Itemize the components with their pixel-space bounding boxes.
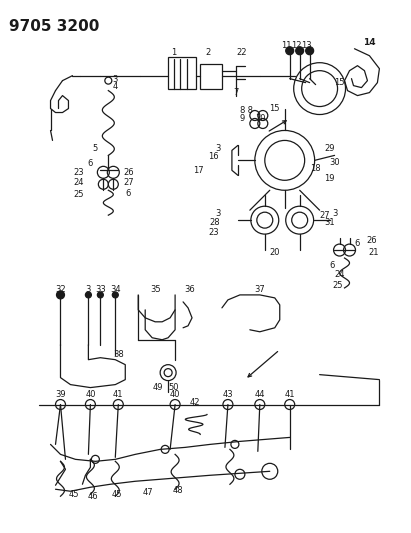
Text: 45: 45 xyxy=(112,490,122,499)
Text: 30: 30 xyxy=(329,158,340,167)
Circle shape xyxy=(85,292,91,298)
Text: 3: 3 xyxy=(215,144,221,153)
Text: 36: 36 xyxy=(185,285,195,294)
Text: 3: 3 xyxy=(215,209,221,217)
Text: 40: 40 xyxy=(170,390,180,399)
Text: 17: 17 xyxy=(193,166,203,175)
Text: 18: 18 xyxy=(309,164,320,173)
Text: 29: 29 xyxy=(324,144,335,153)
Text: 25: 25 xyxy=(332,281,343,290)
Text: 8: 8 xyxy=(245,106,253,115)
Text: 43: 43 xyxy=(223,390,233,399)
Text: 42: 42 xyxy=(190,398,200,407)
Text: 12: 12 xyxy=(291,41,302,50)
Text: 26: 26 xyxy=(123,168,134,177)
Text: 34: 34 xyxy=(110,285,120,294)
Text: 10: 10 xyxy=(255,114,266,123)
Text: 35: 35 xyxy=(150,285,160,294)
Text: 20: 20 xyxy=(270,247,280,256)
Text: 27: 27 xyxy=(123,178,134,187)
Text: 31: 31 xyxy=(324,217,335,227)
Text: 6: 6 xyxy=(355,239,360,248)
Text: 38: 38 xyxy=(113,350,124,359)
Text: 2: 2 xyxy=(206,48,210,57)
Text: 26: 26 xyxy=(366,236,377,245)
Text: 1: 1 xyxy=(171,48,177,57)
Text: 9705 3200: 9705 3200 xyxy=(9,19,99,34)
Circle shape xyxy=(56,291,65,299)
Text: 23: 23 xyxy=(209,228,219,237)
Text: 46: 46 xyxy=(88,492,99,500)
Text: 7: 7 xyxy=(233,88,238,97)
Text: 23: 23 xyxy=(73,168,84,177)
Text: 6: 6 xyxy=(88,159,93,168)
Circle shape xyxy=(112,292,118,298)
Text: 41: 41 xyxy=(113,390,124,399)
FancyBboxPatch shape xyxy=(168,56,196,88)
Text: 3: 3 xyxy=(86,285,91,294)
Circle shape xyxy=(296,47,304,55)
Text: 44: 44 xyxy=(254,390,265,399)
Circle shape xyxy=(97,292,103,298)
Text: 47: 47 xyxy=(143,488,153,497)
Text: 4: 4 xyxy=(112,82,118,91)
Text: 39: 39 xyxy=(55,390,66,399)
Text: 27: 27 xyxy=(319,211,330,220)
Text: 45: 45 xyxy=(68,490,79,499)
Text: 3: 3 xyxy=(112,75,118,84)
Text: 40: 40 xyxy=(85,390,96,399)
Text: 13: 13 xyxy=(301,41,312,50)
Text: 21: 21 xyxy=(368,247,379,256)
Text: 11: 11 xyxy=(282,41,292,50)
Text: 33: 33 xyxy=(95,285,106,294)
Text: 24: 24 xyxy=(73,178,84,187)
Text: 41: 41 xyxy=(284,390,295,399)
Text: 28: 28 xyxy=(210,217,220,227)
FancyBboxPatch shape xyxy=(200,63,222,88)
Text: 8: 8 xyxy=(240,106,245,115)
Text: 49: 49 xyxy=(153,383,164,392)
Text: 19: 19 xyxy=(324,174,335,183)
Text: 16: 16 xyxy=(208,152,218,161)
Text: 50: 50 xyxy=(169,383,179,392)
Text: 5: 5 xyxy=(93,144,98,153)
Text: 6: 6 xyxy=(329,261,334,270)
Text: 24: 24 xyxy=(334,270,345,279)
Text: 6: 6 xyxy=(126,189,131,198)
Text: 14: 14 xyxy=(363,38,376,47)
Text: 15: 15 xyxy=(270,104,280,113)
Text: 37: 37 xyxy=(254,285,265,294)
Text: 9: 9 xyxy=(240,114,245,123)
Text: 48: 48 xyxy=(173,486,183,495)
Text: 15: 15 xyxy=(334,78,345,87)
Text: 25: 25 xyxy=(73,190,84,199)
Circle shape xyxy=(286,47,294,55)
Text: 32: 32 xyxy=(55,285,66,294)
Circle shape xyxy=(306,47,314,55)
Text: 3: 3 xyxy=(332,209,337,217)
Text: 22: 22 xyxy=(237,48,247,57)
